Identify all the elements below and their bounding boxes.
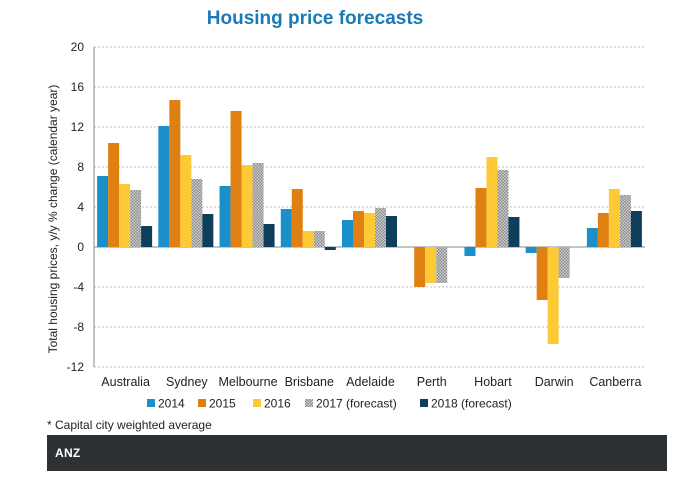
bar <box>525 247 537 253</box>
x-tick-label: Australia <box>101 375 150 389</box>
bar <box>342 220 353 247</box>
bar <box>302 231 314 247</box>
bar <box>169 100 181 247</box>
y-tick-label: 8 <box>77 160 84 174</box>
bar <box>630 211 642 247</box>
bar <box>464 247 476 256</box>
x-tick-label: Darwin <box>535 375 574 389</box>
y-tick-label: 20 <box>71 40 85 54</box>
x-tick-label: Melbourne <box>219 375 278 389</box>
bar <box>619 195 631 247</box>
bar <box>547 247 559 344</box>
bar <box>353 211 364 247</box>
bar <box>141 226 153 247</box>
legend: 2014 2015 2016 2017 (forecast) 2018 (forecas… <box>147 397 512 411</box>
y-tick-label: 16 <box>71 80 85 94</box>
footer-bar: ANZ <box>47 435 667 471</box>
bar <box>425 247 437 283</box>
legend-swatch <box>253 399 261 407</box>
bar <box>558 247 570 278</box>
bar <box>252 163 264 247</box>
bar <box>597 213 609 247</box>
bar <box>97 176 109 247</box>
bar <box>219 186 231 247</box>
y-tick-label: 0 <box>77 240 84 254</box>
legend-swatch <box>147 399 155 407</box>
chart-title: Housing price forecasts <box>206 8 424 29</box>
bar <box>230 111 242 247</box>
bar <box>313 231 325 247</box>
bar <box>508 217 520 247</box>
bar <box>180 155 192 247</box>
bar <box>536 247 548 300</box>
bar <box>130 190 142 247</box>
x-tick-label: Adelaide <box>346 375 395 389</box>
bar <box>280 209 292 247</box>
x-tick-label: Sydney <box>166 375 208 389</box>
legend-label: 2015 <box>209 397 236 411</box>
legend-swatch <box>198 399 206 407</box>
y-tick-label: -12 <box>67 360 85 374</box>
y-tick-label: 4 <box>77 200 84 214</box>
x-tick-label: Perth <box>417 375 447 389</box>
legend-swatch <box>420 399 428 407</box>
bars <box>97 100 642 344</box>
legend-label: 2014 <box>158 397 185 411</box>
bar <box>191 179 203 247</box>
bar <box>263 224 275 247</box>
brand-logo: ANZ <box>55 446 81 460</box>
y-tick-label: 12 <box>71 120 85 134</box>
y-tick-label: -4 <box>73 280 84 294</box>
bar <box>291 189 303 247</box>
bar <box>158 126 170 247</box>
bar <box>324 247 336 250</box>
legend-label: 2017 (forecast) <box>316 397 397 411</box>
x-tick-label: Canberra <box>589 375 641 389</box>
bar <box>119 184 131 247</box>
x-tick-label: Brisbane <box>285 375 334 389</box>
bar <box>486 157 498 247</box>
bar <box>241 165 253 247</box>
bar <box>386 216 397 247</box>
bar <box>375 208 386 247</box>
bar <box>608 189 620 247</box>
legend-label: 2018 (forecast) <box>431 397 512 411</box>
bar <box>497 170 509 247</box>
legend-swatch <box>305 399 313 407</box>
bar <box>586 228 598 247</box>
y-axis-title: Total housing prices, y/y % change (cale… <box>46 85 60 354</box>
x-tick-label: Hobart <box>474 375 512 389</box>
bar <box>436 247 448 283</box>
bar <box>414 247 426 287</box>
bar <box>108 143 120 247</box>
bar <box>364 213 375 247</box>
y-tick-label: -8 <box>73 320 84 334</box>
bar <box>475 188 487 247</box>
legend-label: 2016 <box>264 397 291 411</box>
axis-labels: 20 16 12 8 4 0 -4 -8 -12 Australia Sydney Melbourne… <box>46 40 641 389</box>
footnote: * Capital city weighted average <box>47 418 212 432</box>
bar <box>202 214 214 247</box>
